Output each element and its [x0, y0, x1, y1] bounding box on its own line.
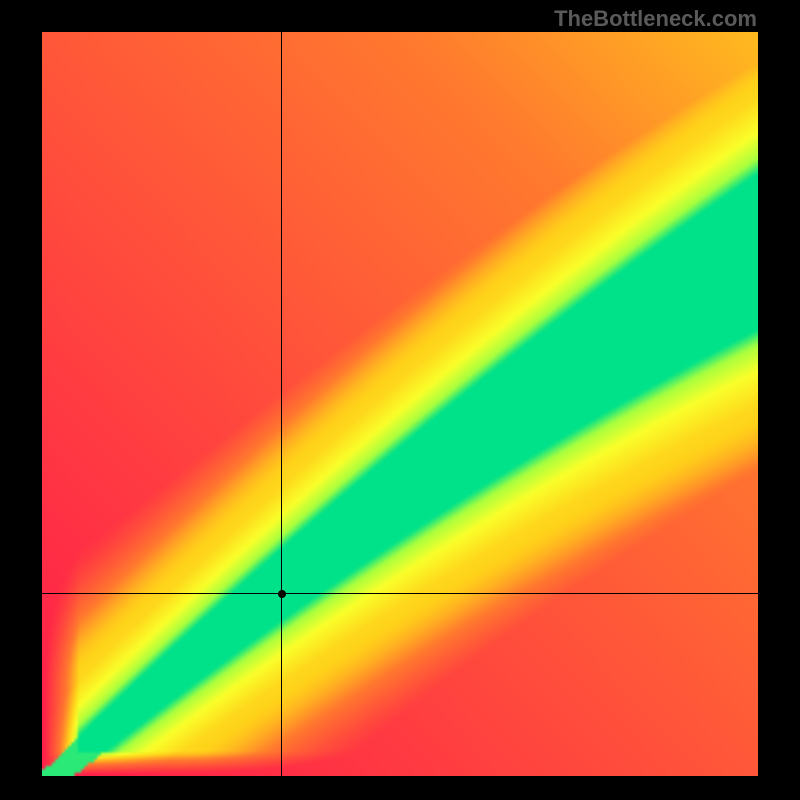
heatmap-canvas — [42, 32, 758, 776]
heatmap-plot — [42, 32, 758, 776]
watermark-text: TheBottleneck.com — [554, 6, 757, 32]
crosshair-horizontal — [42, 593, 758, 594]
crosshair-marker — [278, 590, 286, 598]
crosshair-vertical — [281, 32, 282, 776]
